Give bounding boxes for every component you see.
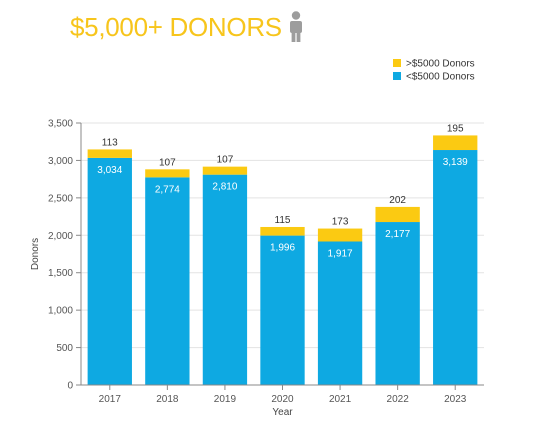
person-icon [289, 11, 302, 42]
data-label-lower: 3,139 [443, 157, 468, 168]
bar-lower-2021 [317, 241, 363, 385]
data-label-lower: 1,917 [328, 248, 353, 259]
legend: >$5000 Donors <$5000 Donors [393, 59, 475, 83]
legend-label: <$5000 Donors [406, 72, 475, 83]
bar-upper-2022 [375, 206, 420, 223]
data-label-lower: 2,774 [155, 184, 180, 195]
y-tick-label: 1,000 [48, 306, 73, 317]
x-tick-label: 2017 [99, 394, 122, 405]
data-label-upper: 173 [332, 217, 349, 228]
bar-lower-2023 [433, 150, 478, 385]
x-tick-label: 2020 [271, 394, 294, 405]
data-label-upper: 107 [159, 157, 176, 168]
legend-label: >$5000 Donors [406, 59, 475, 70]
y-axis: 0 500 1,000 1,500 2,000 2,500 3,000 3,500 [48, 119, 82, 392]
data-label-upper: 113 [102, 137, 118, 148]
data-label-upper: 115 [275, 215, 291, 226]
bar-lower-2018 [145, 177, 190, 385]
x-tick-label: 2021 [329, 394, 352, 405]
data-label-lower: 3,034 [97, 165, 122, 176]
y-tick-label: 2,000 [48, 231, 73, 242]
page-title: $5,000+ DONORS [70, 11, 282, 42]
data-label-upper: 202 [389, 195, 406, 206]
data-label-lower: 2,177 [385, 229, 410, 240]
x-tick-label: 2022 [387, 394, 410, 405]
data-label-upper: 195 [447, 123, 464, 134]
y-tick-label: 500 [56, 343, 73, 354]
y-axis-title: Donors [30, 238, 41, 270]
x-axis-title: Year [272, 407, 293, 418]
bar-upper-2019 [202, 166, 248, 175]
bar-upper-2017 [87, 149, 132, 158]
bar-lower-2019 [202, 174, 248, 385]
y-tick-label: 0 [67, 381, 73, 392]
y-tick-label: 2,500 [48, 193, 73, 204]
legend-swatch [393, 59, 401, 67]
legend-swatch [393, 72, 401, 80]
data-label-upper: 107 [217, 155, 234, 166]
bar-lower-2022 [375, 222, 420, 385]
x-axis: 2017 2018 2019 2020 2021 2022 2023 [81, 384, 484, 405]
bar-lower-2020 [260, 235, 305, 385]
y-tick-label: 3,500 [48, 119, 73, 130]
bar-lower-2017 [87, 157, 132, 385]
data-label-lower: 2,810 [212, 182, 237, 193]
bar-upper-2023 [433, 135, 478, 151]
bars: 113 3,034 107 2,774 107 2,810 115 1,996 173 1,917… [87, 123, 478, 385]
data-label-lower: 1,996 [270, 243, 295, 254]
chart-heading: $5,000+ DONORS [70, 10, 304, 44]
y-tick-label: 1,500 [48, 268, 73, 279]
y-tick-label: 3,000 [48, 156, 73, 167]
bar-upper-2020 [260, 226, 305, 236]
x-tick-label: 2019 [214, 394, 237, 405]
bar-upper-2018 [145, 169, 190, 178]
x-tick-label: 2018 [156, 394, 179, 405]
bar-upper-2021 [317, 228, 363, 242]
x-tick-label: 2023 [444, 394, 467, 405]
